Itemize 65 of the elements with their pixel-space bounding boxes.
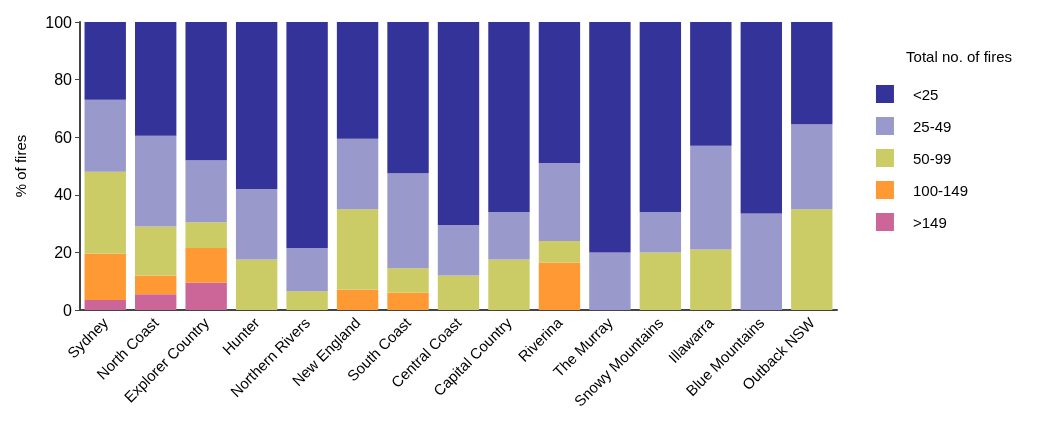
bar (84, 299, 126, 310)
bar (387, 292, 429, 310)
bar (437, 22, 480, 226)
bar (488, 259, 530, 310)
bar (538, 262, 581, 310)
bar (538, 22, 581, 164)
bar (639, 22, 682, 213)
y-tick-label: 20 (54, 243, 73, 261)
bar (690, 22, 732, 146)
legend-title: Total no. of fires (906, 48, 1012, 65)
bar (690, 145, 732, 250)
bar (791, 124, 833, 210)
legend-label: >149 (912, 213, 947, 231)
bar (690, 249, 732, 310)
bar (589, 22, 631, 253)
bar (235, 189, 278, 260)
y-axis-title: % of fires (12, 134, 29, 198)
bar (336, 22, 379, 139)
bar (185, 248, 227, 283)
bar (286, 22, 328, 249)
bar (740, 22, 782, 214)
bar (387, 22, 429, 174)
bar (336, 209, 379, 290)
bar (185, 222, 227, 249)
bar (84, 99, 126, 172)
bar (185, 282, 227, 310)
bar (84, 171, 126, 254)
bar (336, 289, 379, 310)
bar (488, 22, 530, 213)
y-tick-label: 100 (45, 13, 73, 31)
bar (639, 212, 682, 253)
bar (791, 22, 833, 125)
y-tick-label: 80 (54, 71, 73, 89)
bar (135, 135, 177, 227)
bar (185, 160, 227, 223)
bar (639, 252, 682, 310)
bar (135, 294, 177, 310)
y-tick-label: 0 (63, 301, 73, 319)
bar (387, 173, 429, 269)
bar (437, 225, 480, 276)
bar (135, 275, 177, 295)
legend-label: 25-49 (912, 117, 952, 135)
bar (538, 163, 581, 241)
bar (538, 240, 581, 263)
y-tick-label: 40 (54, 186, 73, 204)
bar (84, 22, 126, 100)
legend-label: <25 (912, 85, 939, 103)
bar (135, 226, 177, 276)
bar (235, 259, 278, 310)
bar (336, 138, 379, 210)
bar (740, 213, 782, 310)
bar (84, 253, 126, 300)
bar (387, 268, 429, 293)
bar (791, 209, 833, 310)
bar (286, 291, 328, 310)
bar (488, 212, 530, 260)
bar (589, 252, 631, 310)
bar (185, 22, 227, 161)
bar (135, 22, 177, 136)
legend-label: 100-149 (912, 181, 969, 199)
bar (235, 22, 278, 190)
bar (286, 248, 328, 292)
y-tick-label: 60 (54, 128, 73, 146)
bar (437, 275, 480, 310)
legend-label: 50-99 (912, 149, 952, 167)
